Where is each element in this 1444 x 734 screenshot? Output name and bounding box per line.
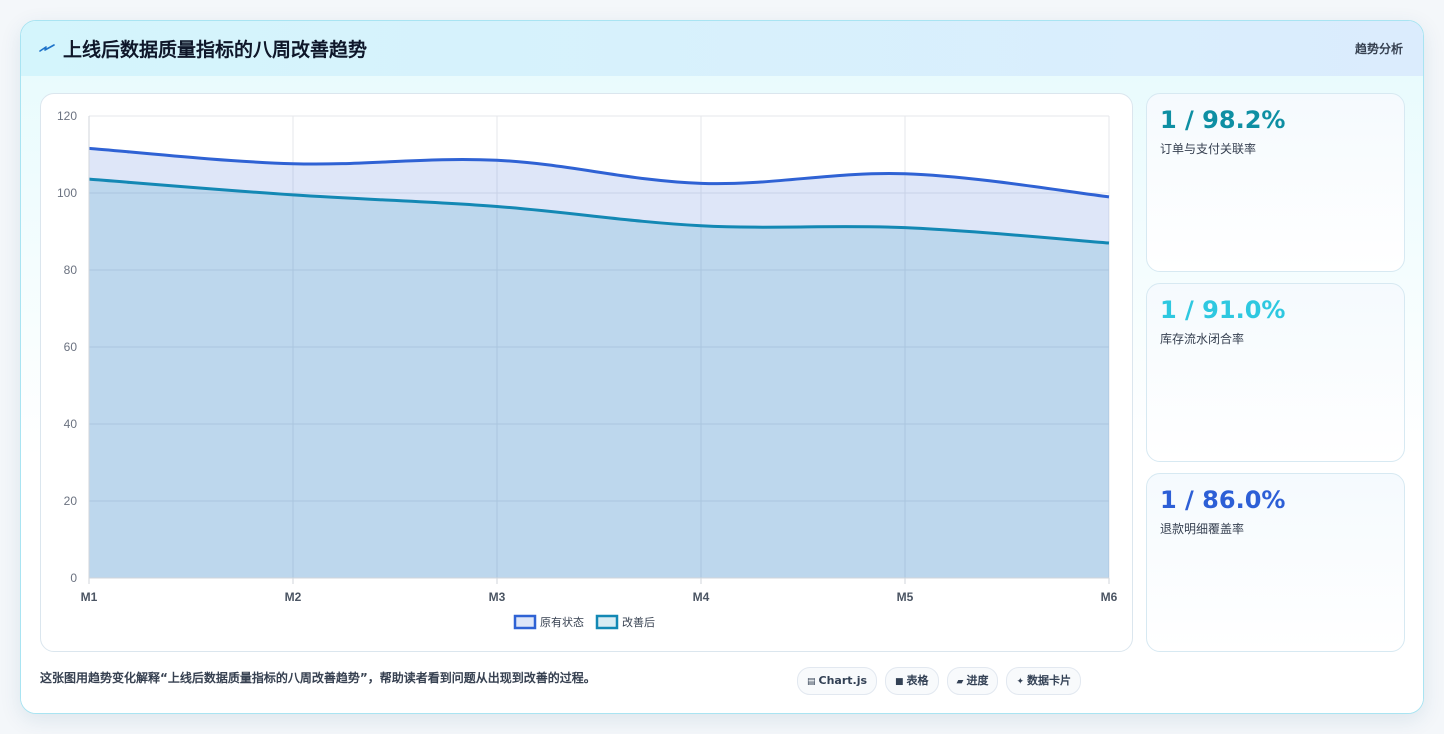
legend-label: 原有状态	[540, 615, 584, 629]
area-chart: 0 20 40 60 80 100 120 M1 M2 M3 M4 M5 M6 原有状态 改善后	[57, 109, 1118, 630]
pill-label: 进度	[966, 674, 989, 687]
chart-caption: 这张图用趋势变化解释“上线后数据质量指标的八周改善趋势”，帮助读者看到问题从出现…	[40, 671, 596, 685]
header-tag: 趋势分析	[1354, 42, 1403, 56]
pill-table[interactable]: ■ 表格	[885, 667, 939, 695]
y-tick-label: 0	[70, 571, 77, 585]
pill-data-cards[interactable]: ✦ 数据卡片	[1006, 667, 1082, 695]
x-tick-label: M5	[897, 590, 914, 604]
series-line-1	[88, 146, 1110, 199]
series-line-2	[88, 177, 1110, 245]
pill-chartjs[interactable]: ▤ Chart.js	[797, 667, 878, 695]
progress-icon: ▰	[956, 677, 964, 687]
y-tick-label: 40	[64, 417, 78, 431]
chart-card: 上线后数据质量指标的八周改善趋势 趋势分析 0 20 40 60 80 100 120 M1 M…	[20, 20, 1424, 714]
legend-swatch	[595, 614, 619, 630]
y-tick-label: 20	[64, 494, 78, 508]
kpi-card-2: 1 / 91.0% 库存流水闭合率	[1146, 283, 1405, 462]
trend-icon	[39, 44, 55, 52]
kpi-label: 订单与支付关联率	[1160, 142, 1257, 156]
x-tick-label: M6	[1101, 590, 1118, 604]
sparkle-icon: ✦	[1016, 677, 1025, 687]
y-tick-label: 80	[64, 263, 78, 277]
y-tick-label: 120	[57, 109, 77, 123]
kpi-value: 1 / 98.2%	[1160, 106, 1286, 134]
page-title: 上线后数据质量指标的八周改善趋势	[63, 39, 368, 61]
x-tick-label: M3	[489, 590, 506, 604]
y-tick-label: 100	[57, 186, 77, 200]
kpi-label: 库存流水闭合率	[1160, 332, 1245, 346]
x-tick-label: M1	[81, 590, 98, 604]
series-area-2	[89, 179, 1109, 578]
table-icon: ■	[895, 677, 904, 687]
pill-label: Chart.js	[818, 674, 868, 687]
x-tick-label: M4	[693, 590, 710, 604]
kpi-card-3: 1 / 86.0% 退款明细覆盖率	[1146, 473, 1405, 652]
series-area-1	[89, 148, 1109, 578]
y-tick-label: 60	[64, 340, 78, 354]
kpi-value: 1 / 91.0%	[1160, 296, 1286, 324]
pill-progress[interactable]: ▰ 进度	[946, 667, 999, 695]
chart-icon: ▤	[807, 677, 816, 687]
kpi-label: 退款明细覆盖率	[1160, 522, 1245, 536]
chart-panel: 0 20 40 60 80 100 120 M1 M2 M3 M4 M5 M6 原有状态 改善后	[40, 93, 1133, 652]
kpi-value: 1 / 86.0%	[1160, 486, 1286, 514]
legend-swatch	[513, 614, 537, 630]
legend-label: 改善后	[622, 615, 655, 629]
x-tick-label: M2	[285, 590, 302, 604]
pill-group: ▤ Chart.js ■ 表格 ▰ 进度 ✦ 数据卡片	[797, 667, 1082, 695]
pill-label: 数据卡片	[1027, 674, 1072, 687]
kpi-card-1: 1 / 98.2% 订单与支付关联率	[1146, 93, 1405, 272]
pill-label: 表格	[906, 674, 929, 687]
card-header: 上线后数据质量指标的八周改善趋势 趋势分析	[21, 21, 1423, 76]
